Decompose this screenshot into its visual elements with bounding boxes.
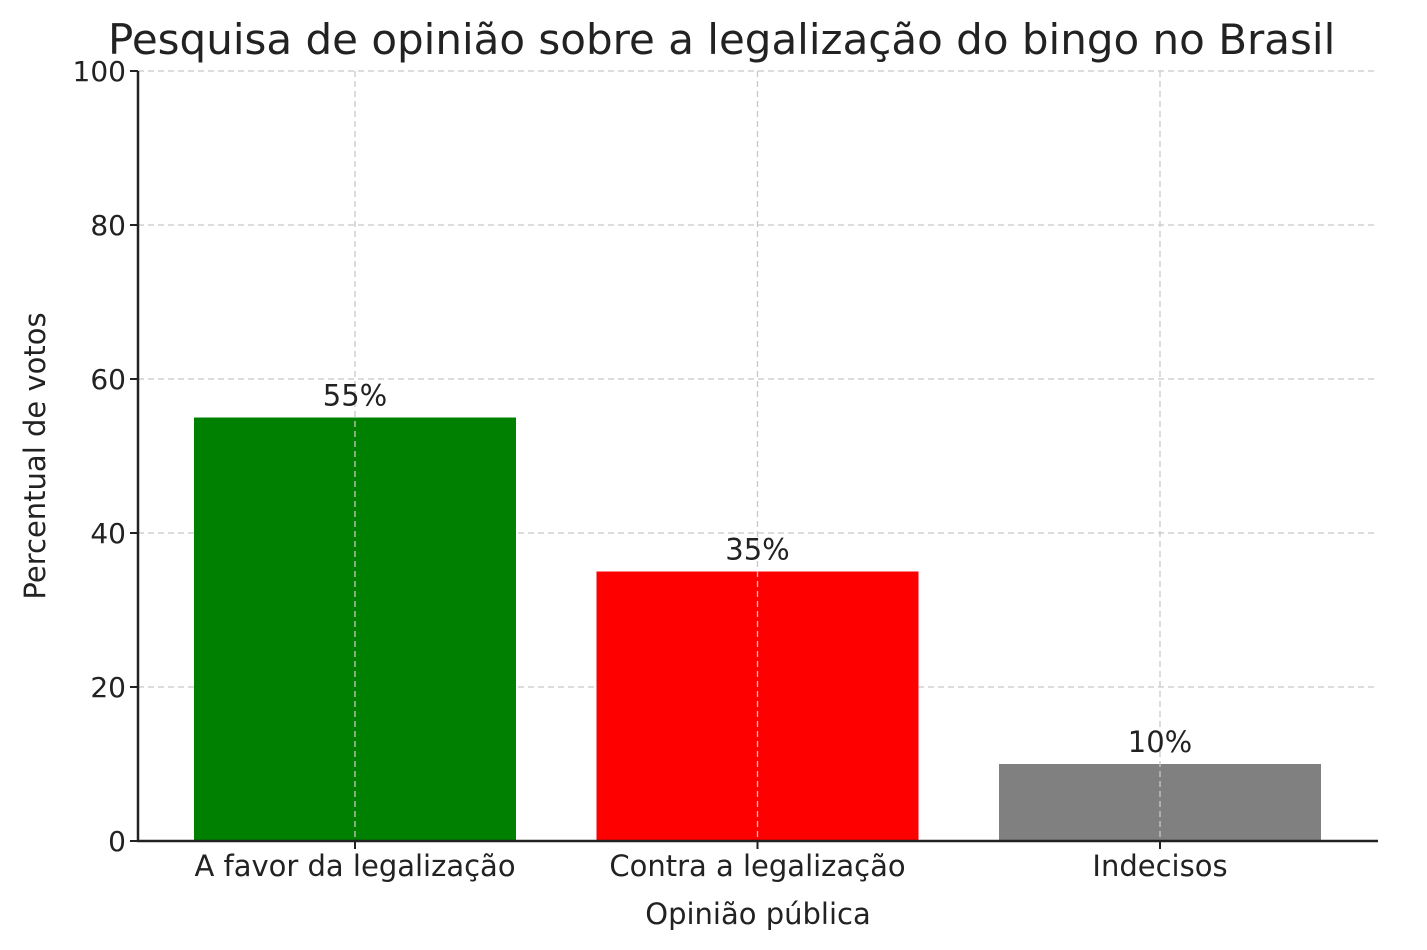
y-tick-label: 80 [90, 209, 126, 242]
x-tick-label: Contra a legalização [609, 849, 905, 883]
y-tick-label: 100 [73, 55, 126, 88]
bar-1 [194, 417, 516, 841]
chart-title: Pesquisa de opinião sobre a legalização … [108, 15, 1335, 64]
x-tick-label: Indecisos [1092, 849, 1227, 883]
y-tick-label: 60 [90, 363, 126, 396]
axes: 0 20 40 60 80 100 A favor da legalização Contra… [73, 55, 1378, 883]
data-label: 10% [1128, 725, 1192, 759]
x-axis-label: Opinião pública [645, 897, 871, 931]
bars: 55% 35% 10% [194, 71, 1321, 841]
y-tick-label: 0 [108, 825, 126, 858]
x-tick-label: A favor da legalização [194, 849, 515, 883]
y-tick-label: 20 [90, 671, 126, 704]
y-tick-label: 40 [90, 517, 126, 550]
y-axis-label: Percentual de votos [18, 312, 52, 599]
data-label: 35% [725, 533, 789, 567]
data-label: 55% [323, 379, 387, 413]
